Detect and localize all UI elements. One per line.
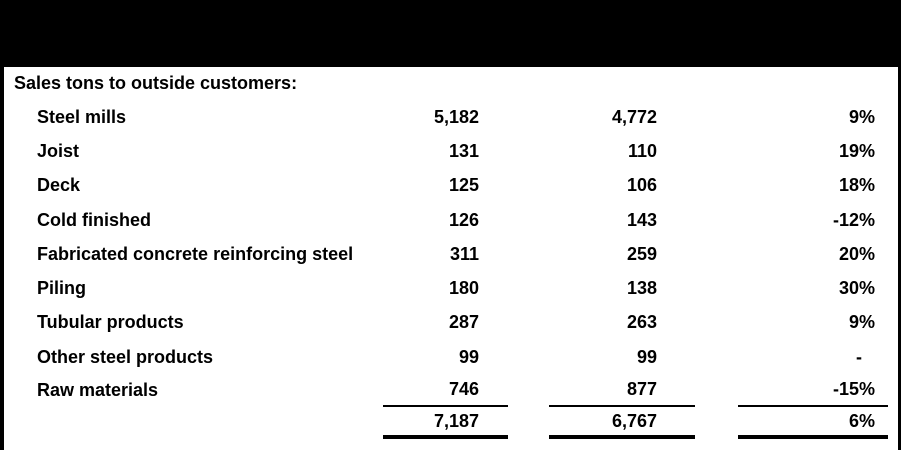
prior-period-tons: 259	[626, 243, 657, 264]
percent-change: 30%	[838, 278, 875, 299]
percent-change: 6%	[738, 407, 888, 440]
column-gap	[695, 374, 738, 407]
column-gap	[508, 100, 549, 134]
top-black-band	[0, 0, 901, 67]
table-section-header: Sales tons to outside customers:	[14, 73, 298, 93]
current-period-tons: 311	[449, 243, 479, 264]
table-rows: Steel mills 5,182 4,772 9% Joist 131 110 19% Dec…	[4, 100, 898, 440]
column-gap	[508, 306, 549, 340]
column-gap	[695, 100, 738, 134]
prior-period-tons: 263	[626, 312, 657, 333]
prior-period-tons: 99	[636, 346, 657, 367]
row-label: Tubular products	[37, 312, 184, 333]
table-row: Cold finished 126 143 -12%	[4, 203, 898, 237]
percent-change: 20%	[838, 243, 875, 264]
current-period-tons: 180	[448, 278, 479, 299]
prior-period-tons: 877	[549, 374, 695, 408]
percent-change: -	[856, 346, 862, 367]
prior-period-tons: 106	[626, 175, 657, 196]
percent-change: 18%	[838, 175, 875, 196]
column-gap	[695, 306, 738, 340]
row-label: Piling	[37, 278, 86, 299]
table-row: Steel mills 5,182 4,772 9%	[4, 100, 898, 134]
column-gap	[508, 169, 549, 203]
column-gap	[508, 203, 549, 237]
column-gap	[695, 203, 738, 237]
right-page-border	[898, 67, 901, 450]
sales-tons-table: Sales tons to outside customers: Steel m…	[4, 67, 898, 440]
current-period-tons: 5,182	[433, 106, 479, 127]
prior-period-tons: 138	[626, 278, 657, 299]
column-gap	[695, 340, 738, 374]
column-gap	[695, 237, 738, 271]
row-label: Raw materials	[37, 380, 159, 401]
table-total-row: 7,187 6,767 6%	[4, 407, 898, 440]
column-gap	[508, 134, 549, 168]
column-gap	[508, 374, 549, 407]
table-row: Deck 125 106 18%	[4, 169, 898, 203]
column-gap	[508, 340, 549, 374]
column-gap	[508, 407, 549, 439]
column-gap	[695, 407, 738, 439]
percent-change: 9%	[848, 106, 875, 127]
row-label	[4, 407, 383, 439]
row-label: Fabricated concrete reinforcing steel	[37, 243, 354, 264]
column-gap	[508, 237, 549, 271]
current-period-tons: 131	[448, 140, 479, 161]
column-gap	[695, 134, 738, 168]
prior-period-tons: 143	[626, 209, 657, 230]
table-row: Tubular products 287 263 9%	[4, 306, 898, 340]
prior-period-tons: 110	[627, 140, 657, 161]
table-row: Piling 180 138 30%	[4, 271, 898, 305]
percent-change: 9%	[848, 312, 875, 333]
percent-change: -15%	[738, 374, 888, 408]
row-label: Other steel products	[37, 346, 214, 367]
current-period-tons: 7,187	[383, 407, 508, 440]
row-label: Steel mills	[37, 106, 127, 127]
prior-period-tons: 4,772	[611, 106, 657, 127]
row-label: Deck	[37, 175, 81, 196]
table-row: Raw materials 746 877 -15%	[4, 374, 898, 408]
current-period-tons: 99	[458, 346, 479, 367]
column-gap	[695, 169, 738, 203]
current-period-tons: 126	[448, 209, 479, 230]
table-row: Joist 131 110 19%	[4, 134, 898, 168]
row-label: Joist	[37, 140, 80, 161]
percent-change: 19%	[838, 140, 875, 161]
prior-period-tons: 6,767	[549, 407, 695, 440]
column-gap	[508, 271, 549, 305]
current-period-tons: 125	[448, 175, 479, 196]
row-label: Cold finished	[37, 209, 151, 230]
column-gap	[695, 271, 738, 305]
table-row: Fabricated concrete reinforcing steel 311…	[4, 237, 898, 271]
table-row: Other steel products 99 99 -	[4, 340, 898, 374]
current-period-tons: 287	[448, 312, 479, 333]
percent-change: -12%	[832, 209, 875, 230]
current-period-tons: 746	[383, 374, 508, 408]
left-page-border	[0, 67, 4, 450]
